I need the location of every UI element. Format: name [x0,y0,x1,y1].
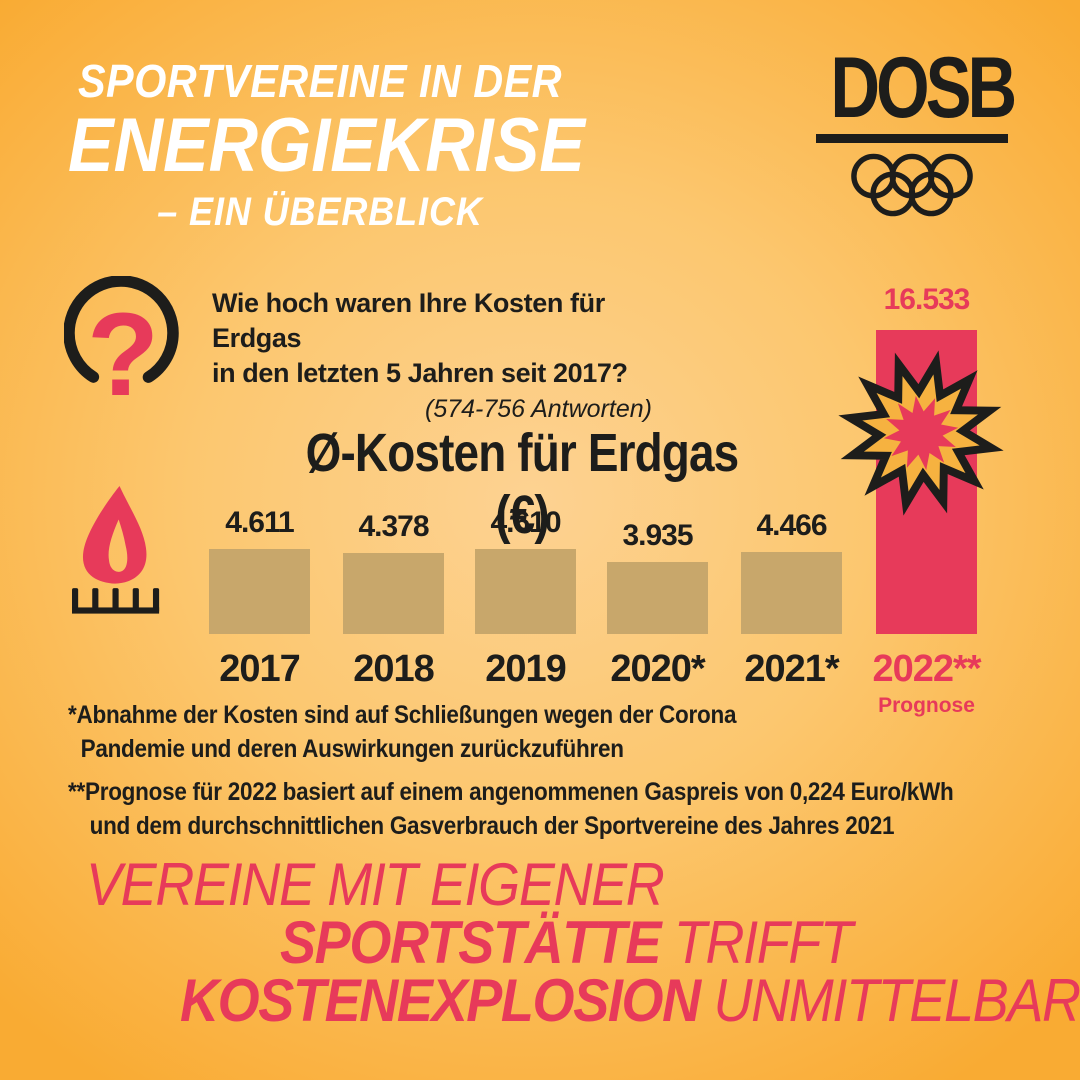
survey-question: Wie hoch waren Ihre Kosten für Erdgas in… [212,286,652,424]
question-line2: in den letzten 5 Jahren seit 2017? [212,358,628,388]
question-mark-icon: ? [64,276,179,416]
question-line1: Wie hoch waren Ihre Kosten für Erdgas [212,288,605,353]
bar-value: 4.611 [225,506,294,539]
bar-year: 2022** [872,648,981,690]
bar-column-2021: 4.466 2021* [741,509,842,690]
dosb-wordmark: DOSB [830,40,1017,136]
headline-kostenexplosion: KOSTENEXPLOSION [180,967,701,1034]
bar-column-2019: 4.610 2019 [475,506,576,690]
prognose-label: Prognose [878,694,975,717]
footnote-corona-line2: Pandemie und deren Auswirkungen zurückzu… [80,735,624,763]
headline-unmittelbar: UNMITTELBAR [699,967,1080,1034]
explosion-burst-icon [838,350,1004,516]
headline-line2: SPORTSTÄTTE TRIFFT [280,913,853,973]
headline-trifft: TRIFFT [660,909,853,976]
bar-year: 2017 [219,648,301,690]
footnote-prognose-line2: und dem durchschnittlichen Gasverbrauch … [89,812,895,840]
bar-year: 2021* [744,648,839,690]
chart-title: Ø-Kosten für Erdgas (€) [305,423,740,545]
bar [343,553,444,634]
olympic-rings-icon [851,153,973,216]
footnote-corona-line1: *Abnahme der Kosten sind auf Schließunge… [68,701,737,729]
footnote-prognose-line1: **Prognose für 2022 basiert auf einem an… [68,778,954,806]
bar-year: 2018 [353,648,435,690]
headline-sportstaette: SPORTSTÄTTE [280,909,662,976]
bar-value: 4.466 [756,509,827,542]
bar-value: 3.935 [622,519,693,552]
headline-line3: KOSTENEXPLOSION UNMITTELBAR [180,971,1080,1031]
title-line1: SPORTVEREINE IN DER [77,55,562,107]
bar-year: 2019 [485,648,567,690]
logo-divider [816,133,1008,143]
bar [475,549,576,634]
bar-column-2018: 4.378 2018 [343,510,444,690]
page-title: SPORTVEREINE IN DER ENERGIEKRISE – EIN Ü… [68,55,585,234]
title-line2: ENERGIEKRISE [68,102,585,188]
footnote-corona: *Abnahme der Kosten sind auf Schließunge… [68,698,977,766]
headline-line1-text: VEREINE MIT EIGENER [86,851,665,918]
bar [209,549,310,634]
bar-column-2017: 4.611 2017 [209,506,310,690]
footnotes: *Abnahme der Kosten sind auf Schließunge… [68,698,977,843]
bar-year: 2020* [610,648,705,690]
gas-flame-icon [72,486,160,614]
footnote-prognose: **Prognose für 2022 basiert auf einem an… [68,775,977,843]
bar-value: 4.610 [490,506,561,539]
bar-value: 16.533 [883,283,971,316]
bar [741,552,842,634]
bar [607,562,708,634]
responses-count: (574-756 Antworten) [425,395,652,423]
headline-line1: VEREINE MIT EIGENER [86,855,665,915]
svg-text:?: ? [87,289,159,416]
title-line3: – EIN ÜBERBLICK [157,189,483,234]
bar-column-2020: 3.935 2020* [607,519,708,690]
dosb-logo: DOSB [810,40,1017,224]
bar-value: 4.378 [358,510,429,543]
